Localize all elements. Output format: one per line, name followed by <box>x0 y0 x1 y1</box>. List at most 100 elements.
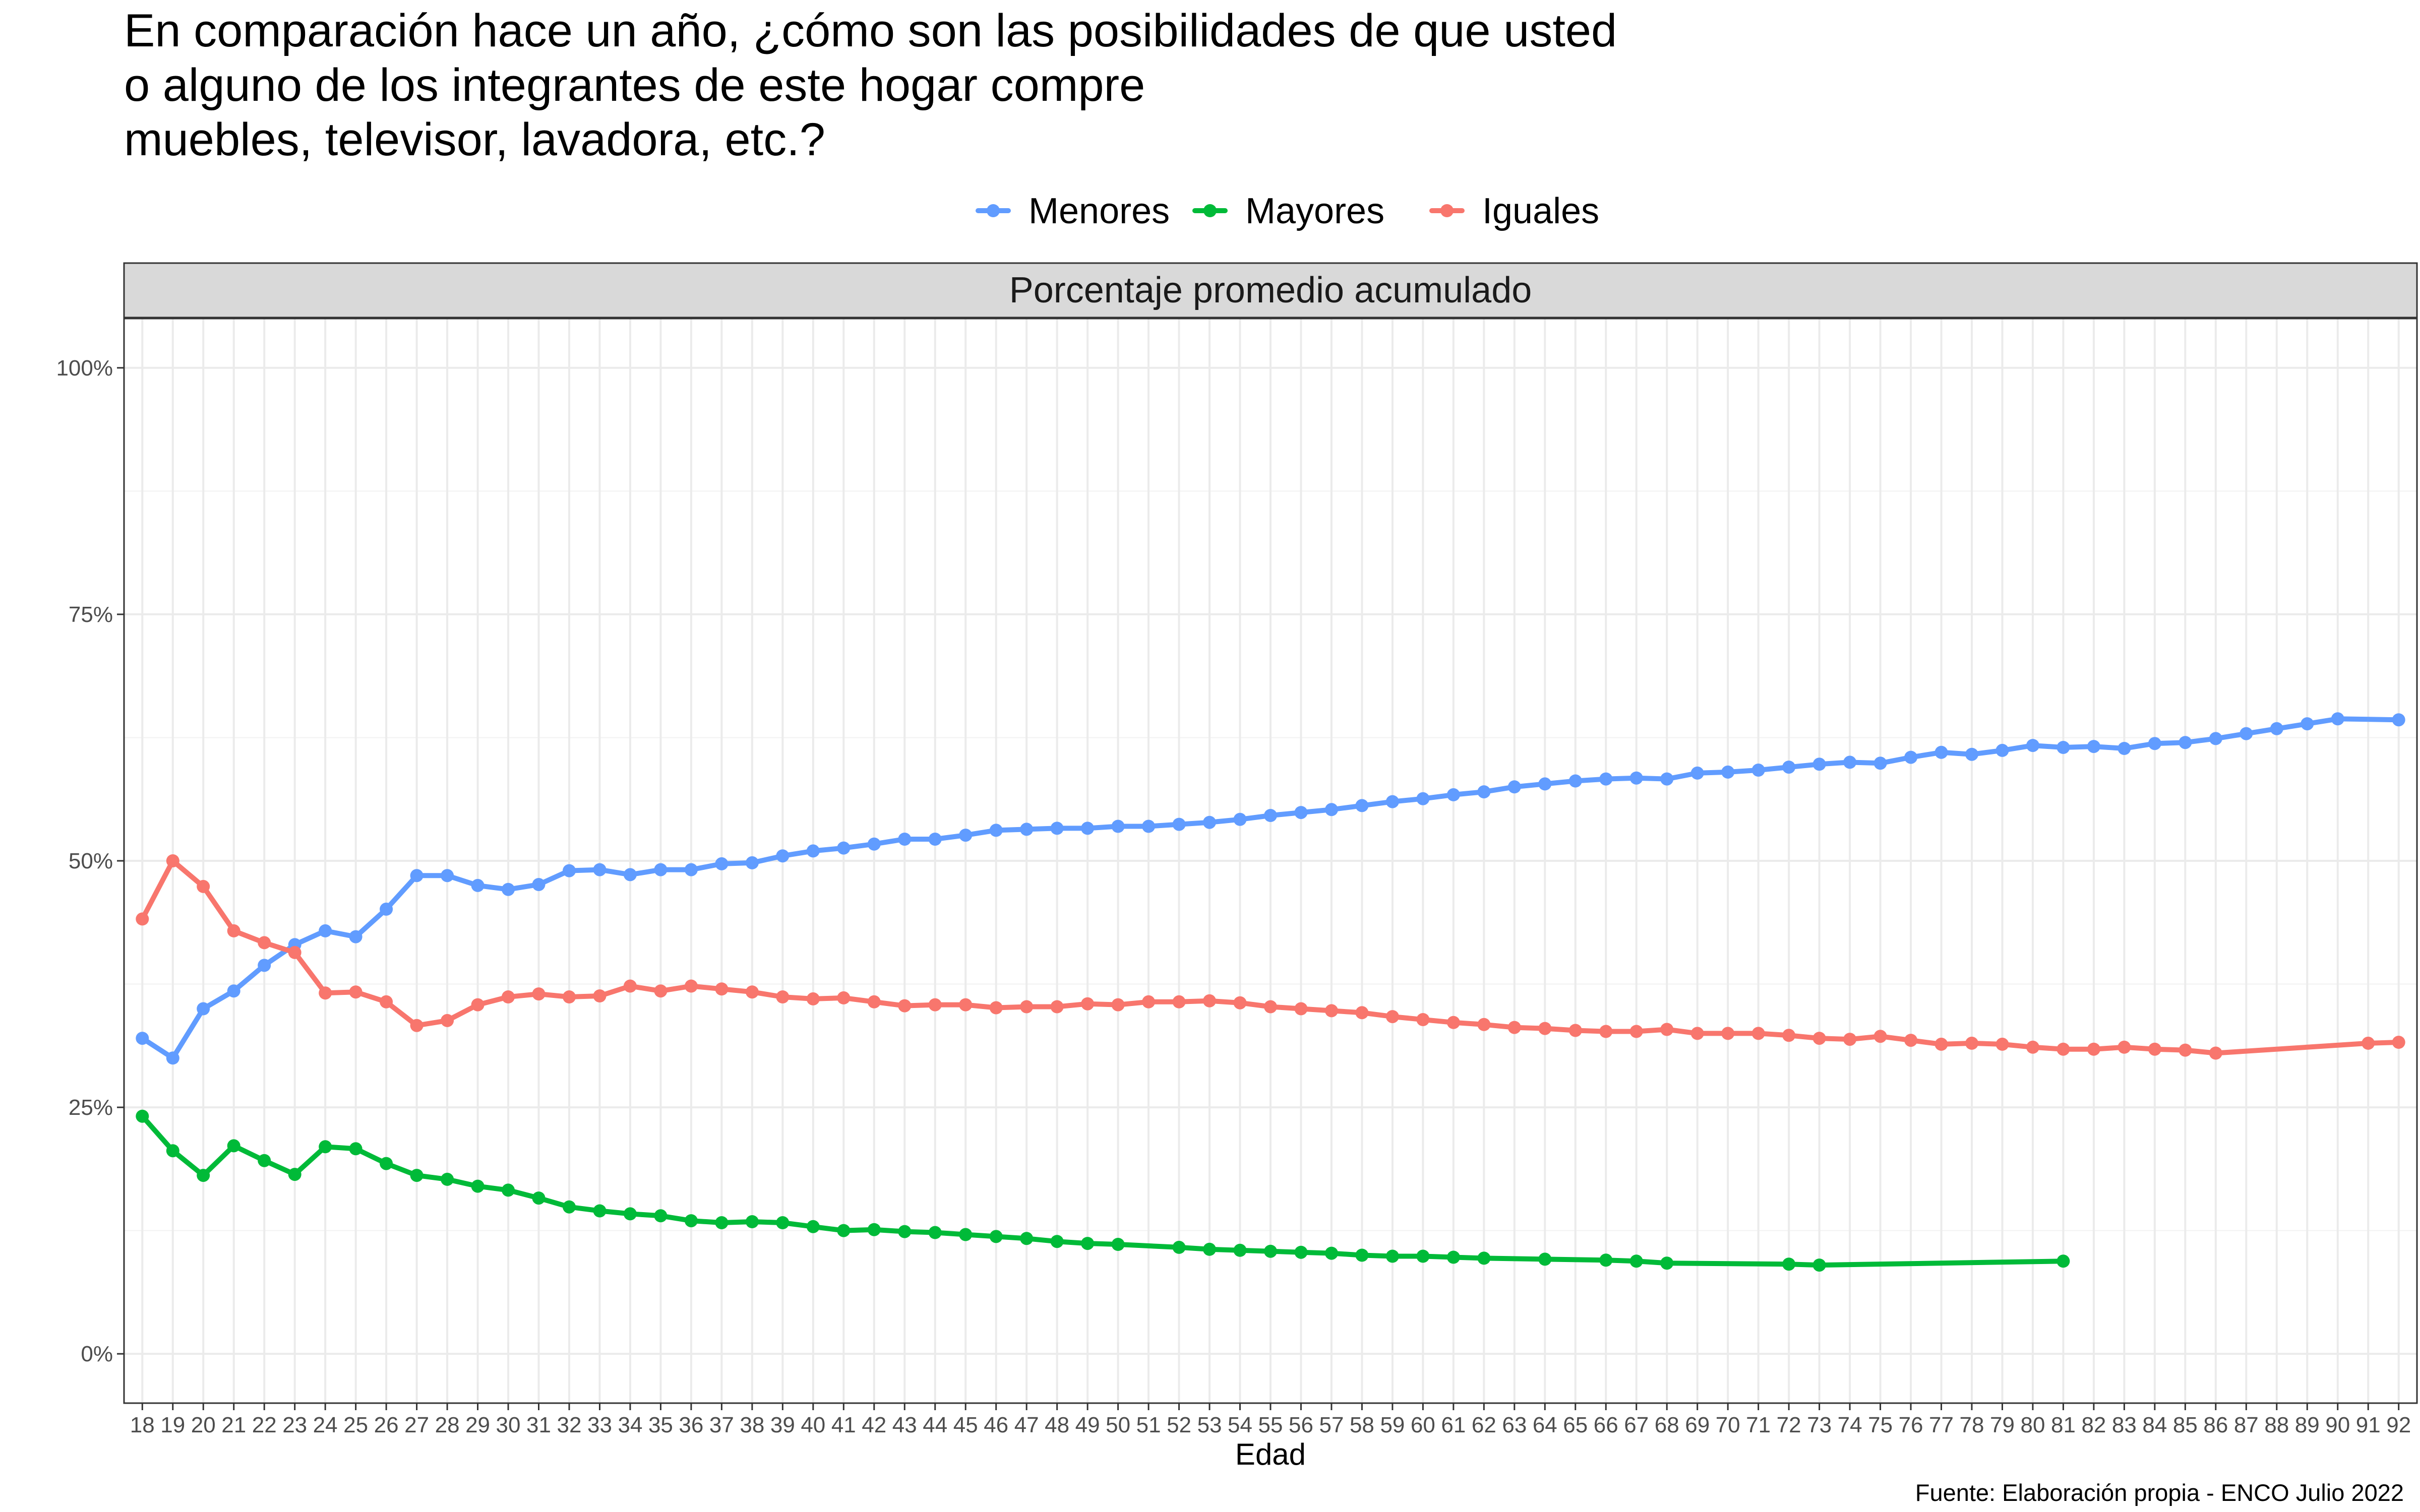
legend-key-point <box>987 204 1000 217</box>
data-point-iguales <box>1477 1018 1491 1031</box>
x-tick-label: 74 <box>1838 1413 1862 1437</box>
data-point-iguales <box>1721 1027 1735 1040</box>
data-point-iguales <box>1599 1025 1613 1038</box>
data-point-menores <box>1203 815 1216 829</box>
x-tick-label: 57 <box>1319 1413 1344 1437</box>
data-point-mayores <box>989 1230 1003 1243</box>
data-point-iguales <box>1050 1000 1064 1014</box>
data-point-mayores <box>258 1154 271 1167</box>
data-point-mayores <box>867 1223 881 1236</box>
data-point-iguales <box>166 854 179 867</box>
data-point-mayores <box>1812 1258 1826 1272</box>
data-point-iguales <box>715 982 729 996</box>
data-point-menores <box>2026 739 2039 752</box>
data-point-menores <box>2148 737 2161 750</box>
plot-panel <box>123 318 2418 1404</box>
data-point-mayores <box>1325 1246 1338 1260</box>
data-point-mayores <box>1050 1235 1064 1248</box>
data-point-mayores <box>1264 1244 1277 1258</box>
x-tick-label: 87 <box>2234 1413 2259 1437</box>
y-tick-label: 25% <box>69 1095 113 1120</box>
x-tick-label: 77 <box>1929 1413 1954 1437</box>
legend-item-mayores: Mayores <box>1192 191 1384 231</box>
x-tick-label: 79 <box>1990 1413 2015 1437</box>
x-tick-label: 55 <box>1258 1413 1283 1437</box>
x-tick-label: 83 <box>2112 1413 2137 1437</box>
data-point-menores <box>2301 717 2314 731</box>
data-point-menores <box>1843 755 1857 769</box>
data-point-menores <box>2240 727 2253 740</box>
data-point-menores <box>1934 745 1948 759</box>
data-point-iguales <box>532 987 546 1001</box>
legend-key-point <box>1440 204 1454 217</box>
x-tick-label: 30 <box>496 1413 521 1437</box>
data-point-iguales <box>745 985 759 999</box>
series-mayores <box>136 1109 2070 1272</box>
data-point-iguales <box>2087 1042 2100 1056</box>
data-point-iguales <box>380 995 393 1009</box>
x-tick-label: 29 <box>465 1413 490 1437</box>
data-point-menores <box>593 863 607 876</box>
data-point-iguales <box>471 998 485 1012</box>
data-point-mayores <box>166 1144 179 1158</box>
data-point-iguales <box>1690 1027 1704 1040</box>
data-point-menores <box>1538 777 1552 791</box>
data-point-menores <box>928 833 942 846</box>
data-point-menores <box>1325 803 1338 816</box>
x-tick-label: 69 <box>1685 1413 1710 1437</box>
data-point-iguales <box>1172 995 1186 1009</box>
data-point-menores <box>1721 765 1735 779</box>
data-point-iguales <box>1385 1010 1399 1024</box>
data-point-mayores <box>1294 1245 1308 1259</box>
x-tick-label: 65 <box>1563 1413 1588 1437</box>
data-point-iguales <box>1325 1004 1338 1018</box>
data-point-mayores <box>1203 1242 1216 1256</box>
y-tick-label: 0% <box>81 1342 113 1366</box>
data-point-menores <box>1599 772 1613 786</box>
x-tick-label: 80 <box>2020 1413 2045 1437</box>
data-point-menores <box>1294 806 1308 820</box>
x-tick-label: 56 <box>1289 1413 1313 1437</box>
data-point-iguales <box>776 990 790 1003</box>
data-point-iguales <box>989 1001 1003 1015</box>
data-point-menores <box>1050 822 1064 835</box>
data-point-iguales <box>623 979 637 993</box>
data-point-mayores <box>593 1204 607 1218</box>
data-point-menores <box>319 924 332 937</box>
data-point-iguales <box>1203 994 1216 1007</box>
x-tick-label: 67 <box>1624 1413 1649 1437</box>
x-tick-label: 85 <box>2173 1413 2198 1437</box>
x-tick-label: 75 <box>1868 1413 1893 1437</box>
data-point-menores <box>1904 750 1918 764</box>
data-point-menores <box>502 883 515 896</box>
x-axis-title: Edad <box>1235 1437 1306 1471</box>
data-point-iguales <box>1294 1002 1308 1016</box>
x-tick-label: 59 <box>1380 1413 1405 1437</box>
data-point-menores <box>1111 820 1125 833</box>
data-point-mayores <box>227 1139 240 1153</box>
x-tick-label: 23 <box>282 1413 307 1437</box>
x-tick-label: 64 <box>1533 1413 1557 1437</box>
data-point-mayores <box>1599 1253 1613 1267</box>
data-point-mayores <box>623 1207 637 1221</box>
legend-key-point <box>1203 204 1217 217</box>
data-point-iguales <box>349 985 362 999</box>
data-point-menores <box>806 844 820 858</box>
series-menores <box>136 712 2405 1065</box>
data-point-iguales <box>258 936 271 950</box>
data-point-iguales <box>2056 1042 2070 1056</box>
data-point-iguales <box>502 990 515 1003</box>
x-tick-label: 91 <box>2356 1413 2381 1437</box>
data-point-mayores <box>837 1224 851 1237</box>
data-point-iguales <box>1538 1022 1552 1035</box>
data-point-iguales <box>806 992 820 1005</box>
data-point-menores <box>1660 772 1674 786</box>
data-point-menores <box>471 878 485 892</box>
data-point-menores <box>1873 757 1887 770</box>
data-point-menores <box>1264 809 1277 822</box>
data-point-iguales <box>2148 1042 2161 1056</box>
data-point-mayores <box>502 1183 515 1197</box>
x-tick-label: 44 <box>923 1413 947 1437</box>
data-point-menores <box>1172 817 1186 831</box>
x-tick-label: 53 <box>1197 1413 1222 1437</box>
